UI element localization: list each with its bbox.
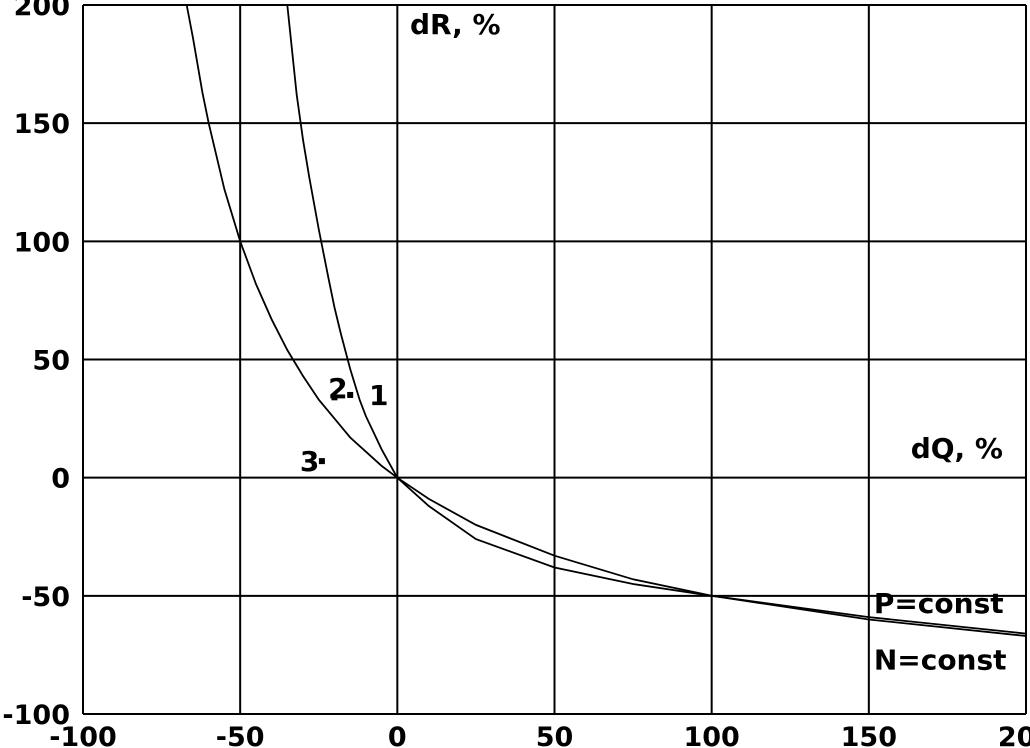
y-axis-label: dR, % [410, 8, 501, 41]
annotations: P=const N=const 2 1 3 [300, 372, 1007, 677]
point-marker [331, 394, 338, 401]
y-tick-label: 200 [14, 0, 70, 22]
x-tick-label: 50 [536, 722, 574, 748]
x-axis-label: dQ, % [911, 432, 1003, 465]
y-tick-label: -50 [21, 582, 70, 613]
series-line-1 [286, 4, 1027, 635]
y-tick-label: 100 [14, 227, 70, 258]
y-tick-label: 150 [14, 109, 70, 140]
x-tick-label: 150 [841, 722, 897, 748]
x-tick-label: 200 [998, 722, 1030, 748]
x-tick-label: -50 [216, 722, 265, 748]
point-label: 2 [328, 372, 347, 405]
series-label: N=const [874, 644, 1007, 677]
curves [185, 4, 1027, 637]
y-tick-label: -100 [2, 700, 70, 731]
y-tick-label: 0 [51, 464, 70, 495]
x-tick-label: 100 [683, 722, 739, 748]
point-label: 1 [369, 379, 388, 412]
series-line-2 [185, 4, 1027, 637]
x-tick-label: 0 [388, 722, 407, 748]
y-tick-label: 50 [32, 346, 70, 377]
series-label: P=const [874, 587, 1004, 620]
x-tick-label: -100 [49, 722, 117, 748]
point-label: 3 [300, 445, 319, 478]
point-marker [318, 458, 325, 465]
point-marker [347, 391, 354, 398]
